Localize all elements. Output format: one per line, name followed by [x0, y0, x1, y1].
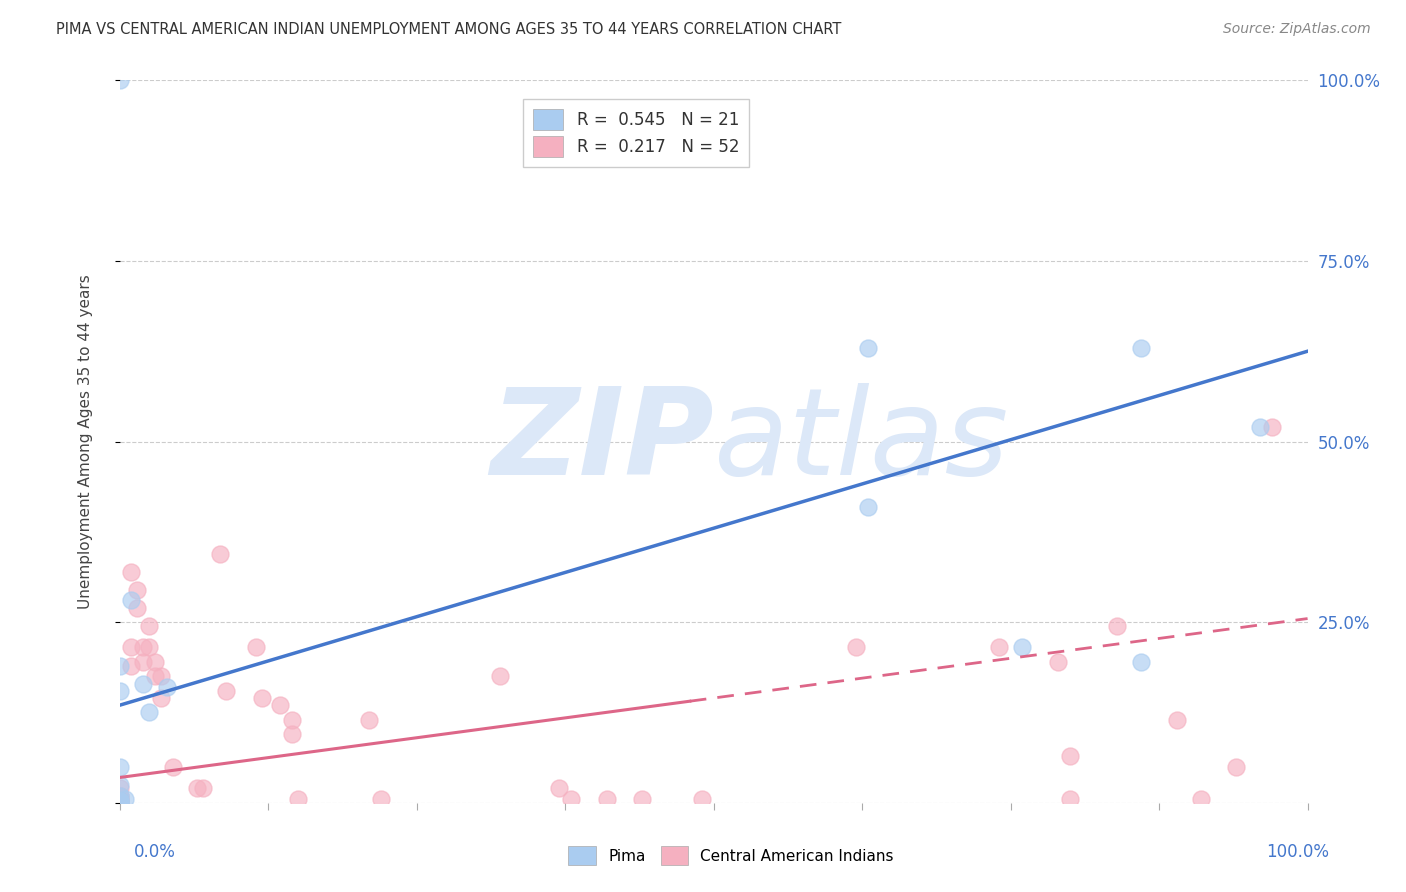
Point	[114, 792, 136, 806]
Point	[120, 565, 142, 579]
Point	[108, 760, 131, 774]
Point	[1047, 655, 1070, 669]
Text: 0.0%: 0.0%	[134, 843, 176, 861]
Point	[856, 341, 879, 355]
Point	[120, 593, 142, 607]
Point	[595, 792, 617, 806]
Point	[150, 691, 173, 706]
Point	[250, 691, 273, 706]
Point	[108, 795, 131, 809]
Point	[108, 796, 131, 810]
Point	[1011, 640, 1033, 655]
Point	[120, 640, 142, 655]
Point	[215, 683, 238, 698]
Point	[150, 669, 173, 683]
Point	[108, 795, 131, 809]
Point	[1261, 420, 1284, 434]
Point	[1130, 655, 1153, 669]
Point	[156, 680, 179, 694]
Point	[162, 760, 184, 774]
Point	[269, 698, 291, 713]
Point	[281, 713, 304, 727]
Point	[1059, 792, 1081, 806]
Point	[1225, 760, 1247, 774]
Point	[138, 706, 160, 720]
Point	[108, 796, 131, 810]
Point	[108, 778, 131, 792]
Point	[1130, 341, 1153, 355]
Point	[108, 789, 131, 803]
Point	[1059, 748, 1081, 763]
Point	[631, 792, 654, 806]
Point	[108, 781, 131, 796]
Point	[127, 600, 149, 615]
Point	[1249, 420, 1271, 434]
Point	[281, 727, 304, 741]
Point	[987, 640, 1010, 655]
Point	[186, 781, 208, 796]
Legend: R =  0.545   N = 21, R =  0.217   N = 52: R = 0.545 N = 21, R = 0.217 N = 52	[523, 99, 749, 167]
Point	[132, 640, 155, 655]
Point	[209, 547, 232, 561]
Point	[143, 669, 166, 683]
Text: Source: ZipAtlas.com: Source: ZipAtlas.com	[1223, 22, 1371, 37]
Point	[132, 676, 155, 690]
Point	[191, 781, 214, 796]
Point	[488, 669, 510, 683]
Point	[370, 792, 392, 806]
Text: PIMA VS CENTRAL AMERICAN INDIAN UNEMPLOYMENT AMONG AGES 35 TO 44 YEARS CORRELATI: PIMA VS CENTRAL AMERICAN INDIAN UNEMPLOY…	[56, 22, 842, 37]
Point	[108, 789, 131, 803]
Point	[1189, 792, 1212, 806]
Point	[548, 781, 571, 796]
Point	[138, 640, 160, 655]
Point	[690, 792, 713, 806]
Point	[108, 683, 131, 698]
Legend: Pima, Central American Indians: Pima, Central American Indians	[562, 840, 900, 871]
Point	[108, 73, 131, 87]
Point	[108, 794, 131, 808]
Text: ZIP: ZIP	[489, 383, 714, 500]
Point	[845, 640, 868, 655]
Point	[1107, 619, 1129, 633]
Point	[560, 792, 582, 806]
Point	[108, 658, 131, 673]
Point	[357, 713, 380, 727]
Point	[108, 789, 131, 803]
Point	[120, 658, 142, 673]
Point	[108, 795, 131, 809]
Y-axis label: Unemployment Among Ages 35 to 44 years: Unemployment Among Ages 35 to 44 years	[79, 274, 93, 609]
Point	[108, 794, 131, 808]
Point	[1166, 713, 1188, 727]
Point	[287, 792, 309, 806]
Point	[856, 500, 879, 514]
Point	[143, 655, 166, 669]
Point	[108, 794, 131, 808]
Text: atlas: atlas	[714, 383, 1010, 500]
Point	[108, 792, 131, 806]
Point	[127, 582, 149, 597]
Point	[108, 794, 131, 808]
Point	[132, 655, 155, 669]
Text: 100.0%: 100.0%	[1265, 843, 1329, 861]
Point	[245, 640, 267, 655]
Point	[108, 794, 131, 808]
Point	[138, 619, 160, 633]
